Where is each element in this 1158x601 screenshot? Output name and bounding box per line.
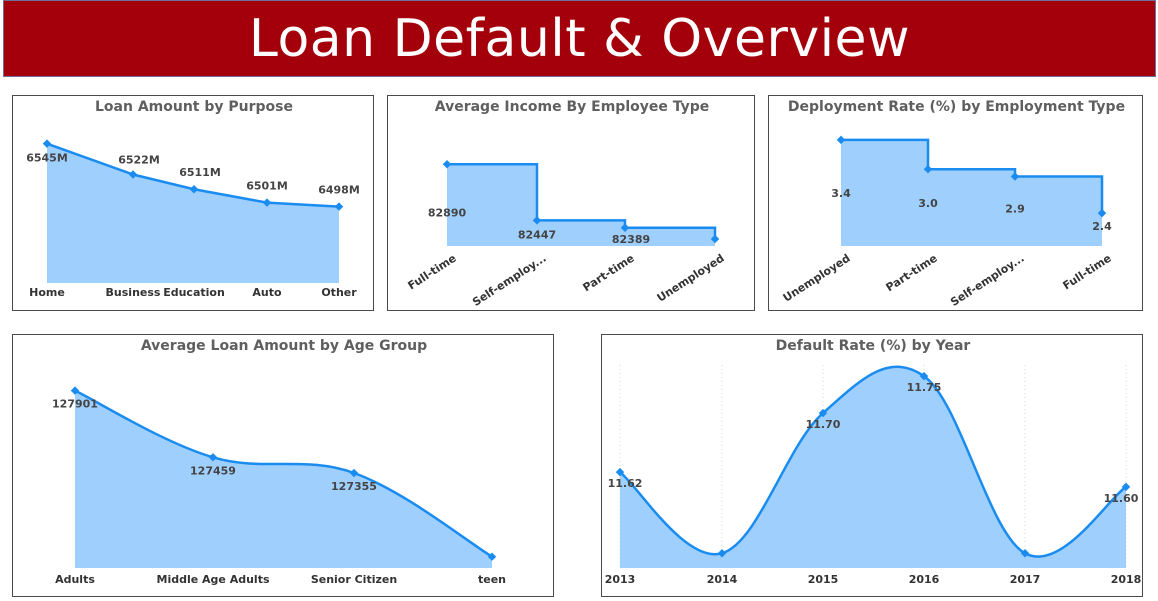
- data-label: 3.4: [831, 187, 851, 200]
- chart-deployment-rate: Deployment Rate (%) by Employment Type 3.…: [781, 99, 1125, 309]
- data-point-auto[interactable]: [262, 198, 272, 207]
- data-label: 82890: [428, 206, 467, 219]
- category-label: Other: [321, 286, 357, 299]
- category-label: 2015: [808, 573, 839, 586]
- series-area: [75, 390, 492, 568]
- chart-title: Average Loan Amount by Age Group: [141, 338, 427, 354]
- chart-card-average-loan-by-age[interactable]: Average Loan Amount by Age Group 127901 12…: [12, 334, 554, 597]
- dashboard-banner: Loan Default & Overview: [3, 0, 1156, 77]
- category-label: 2013: [605, 573, 636, 586]
- category-label: Full-time: [406, 252, 459, 293]
- dashboard-title: Loan Default & Overview: [248, 8, 911, 69]
- data-point-business[interactable]: [128, 170, 138, 179]
- data-label: 127355: [331, 480, 377, 493]
- chart-title: Default Rate (%) by Year: [776, 338, 971, 354]
- data-label: 3.0: [918, 197, 938, 210]
- data-label: 82447: [518, 228, 556, 241]
- data-point-teen[interactable]: [487, 552, 497, 561]
- data-label: 6522M: [118, 153, 160, 166]
- series-area: [841, 139, 1102, 246]
- category-label: teen: [478, 573, 506, 586]
- chart-card-deployment-rate[interactable]: Deployment Rate (%) by Employment Type 3.…: [768, 95, 1143, 311]
- data-point-adults[interactable]: [70, 386, 80, 395]
- series-line: [841, 138, 1104, 214]
- category-label: 2018: [1111, 573, 1142, 586]
- category-label: Self-employ...: [470, 252, 548, 309]
- chart-loan-amount-by-purpose: Loan Amount by Purpose 6545M 6522M 6511M 650…: [26, 99, 360, 299]
- data-label: 11.70: [806, 418, 841, 431]
- chart-average-income: Average Income By Employee Type 82890 8244…: [406, 99, 727, 309]
- category-label: Education: [163, 286, 225, 299]
- data-point-home[interactable]: [42, 139, 52, 148]
- data-label: 11.60: [1104, 492, 1139, 505]
- series-line: [74, 389, 493, 558]
- series-line: [447, 163, 717, 240]
- data-point-education[interactable]: [189, 184, 199, 194]
- data-point-senior-citizen[interactable]: [349, 468, 359, 478]
- data-label: 6511M: [179, 166, 221, 179]
- category-label: 2016: [909, 573, 940, 586]
- data-point-full-time[interactable]: [442, 160, 452, 169]
- data-label: 127459: [190, 464, 236, 477]
- data-label: 11.75: [907, 381, 942, 394]
- data-point-2015[interactable]: [818, 408, 828, 418]
- series-area: [47, 143, 339, 283]
- series-area: [620, 366, 1126, 568]
- data-label: 11.62: [608, 477, 643, 490]
- chart-title: Deployment Rate (%) by Employment Type: [788, 99, 1125, 115]
- category-label: 2017: [1010, 573, 1041, 586]
- data-label: 6501M: [246, 180, 288, 193]
- chart-title: Average Income By Employee Type: [435, 99, 710, 115]
- category-label: Middle Age Adults: [157, 573, 270, 586]
- category-label: Unemployed: [781, 252, 853, 305]
- data-label: 2.4: [1092, 220, 1112, 233]
- category-label: Full-time: [1061, 252, 1114, 293]
- data-point-other[interactable]: [334, 202, 344, 211]
- chart-card-default-rate-by-year[interactable]: Default Rate (%) by Year 11.62 11.70 11.75 1…: [601, 334, 1143, 597]
- category-label: Senior Citizen: [311, 573, 397, 586]
- chart-title: Loan Amount by Purpose: [95, 99, 293, 115]
- data-label: 6545M: [26, 152, 68, 165]
- category-label: Adults: [55, 573, 95, 586]
- data-label: 82389: [612, 233, 650, 246]
- category-label: Part-time: [581, 252, 637, 295]
- data-point-2018[interactable]: [1121, 482, 1131, 492]
- chart-default-rate-by-year: Default Rate (%) by Year 11.62 11.70 11.75 1…: [605, 338, 1142, 586]
- category-label: 2014: [707, 573, 738, 586]
- series-line: [619, 365, 1127, 558]
- data-label: 127901: [52, 398, 98, 411]
- series-area: [447, 164, 715, 246]
- data-point-2014[interactable]: [717, 549, 727, 558]
- data-label: 2.9: [1005, 203, 1025, 216]
- category-label: Part-time: [884, 252, 940, 295]
- category-label: Home: [29, 286, 65, 299]
- category-label: Business: [106, 286, 161, 299]
- chart-average-loan-by-age: Average Loan Amount by Age Group 127901 12…: [52, 338, 506, 586]
- data-label: 6498M: [318, 184, 360, 197]
- chart-card-average-income[interactable]: Average Income By Employee Type 82890 8244…: [387, 95, 755, 311]
- category-label: Auto: [252, 286, 282, 299]
- chart-card-loan-amount-by-purpose[interactable]: Loan Amount by Purpose 6545M 6522M 6511M 650…: [12, 95, 374, 311]
- data-point-2017[interactable]: [1020, 549, 1030, 558]
- category-label: Unemployed: [655, 252, 727, 305]
- category-label: Self-employ...: [948, 252, 1026, 309]
